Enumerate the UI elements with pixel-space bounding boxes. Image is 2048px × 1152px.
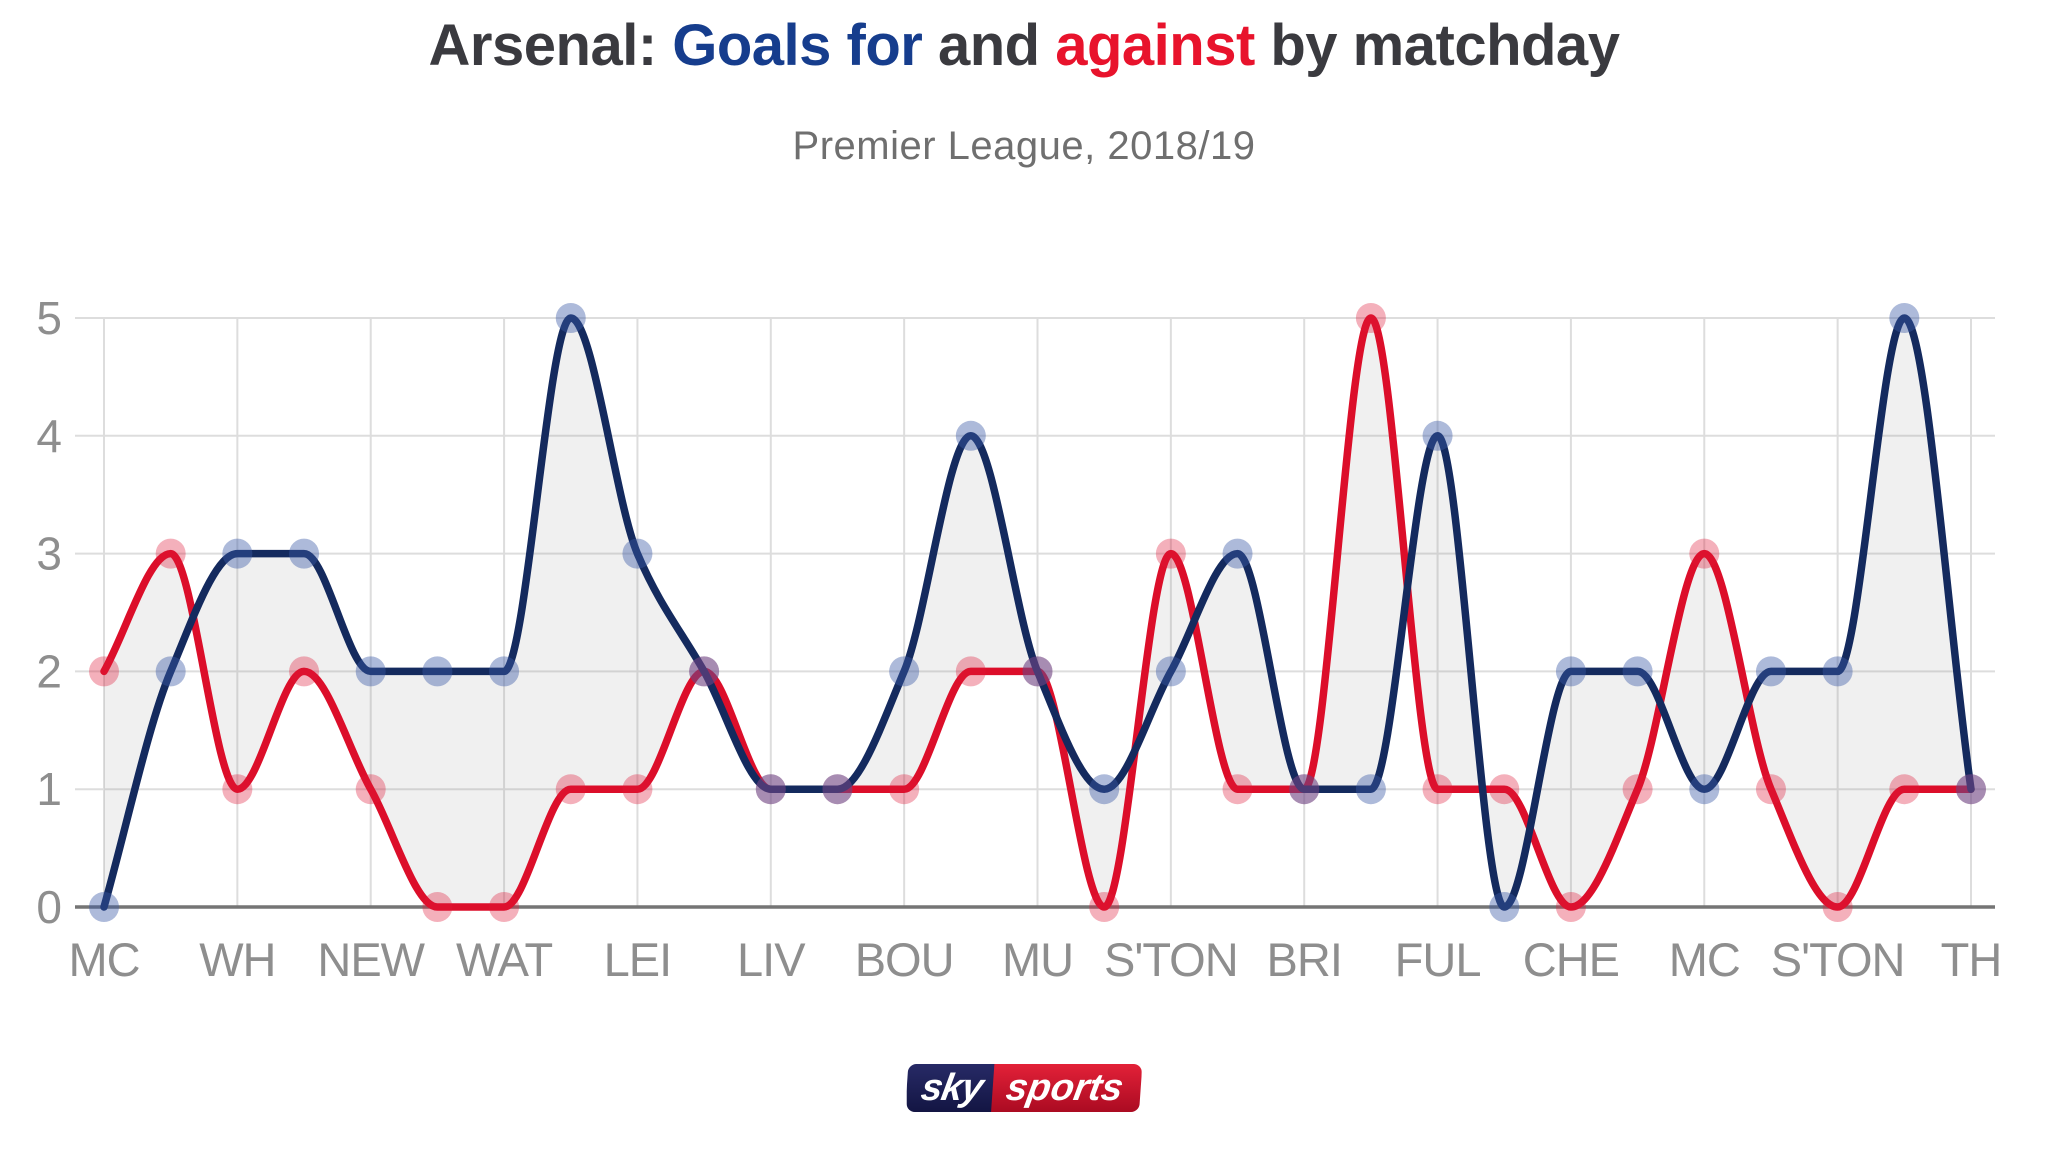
goals-for-point [889, 656, 920, 687]
goals-for-point [155, 656, 186, 687]
sports-logo-box: sports [991, 1064, 1142, 1112]
y-tick-label: 4 [36, 410, 62, 462]
goals-for-line [100, 314, 1975, 911]
goals-for-point [89, 892, 119, 922]
y-tick-label: 2 [36, 645, 62, 697]
goals-against-point [755, 774, 786, 805]
title-middle: and [922, 13, 1056, 78]
x-tick-label: LEI [604, 933, 672, 986]
goals-for-point [489, 656, 520, 687]
x-tick-label: BOU [855, 933, 954, 986]
y-tick-label: 5 [36, 292, 62, 344]
goals-against-point [1956, 774, 1986, 805]
goals-against-point [955, 656, 986, 687]
goals-against-point [622, 774, 653, 805]
x-tick-label: TH [1941, 933, 2002, 986]
goals-against-point [422, 892, 453, 922]
title-suffix: by matchday [1254, 13, 1620, 78]
chart-title: Arsenal: Goals for and against by matchd… [0, 12, 2048, 79]
goals-for-point [222, 538, 253, 569]
goals-for-point [1089, 774, 1120, 805]
goals-for-point [422, 656, 453, 687]
title-prefix: Arsenal: [428, 13, 673, 78]
goals-against-point [689, 656, 720, 687]
goals-for-point [622, 538, 653, 569]
goals-for-point [1222, 538, 1253, 569]
title-goals-for: Goals for [672, 13, 923, 78]
x-tick-label: S'TON [1771, 933, 1905, 986]
x-tick-label: WH [199, 933, 275, 986]
goals-against-point [822, 774, 853, 805]
goals-for-point [1822, 656, 1853, 687]
goals-against-point [1222, 774, 1253, 805]
goals-for-point [955, 420, 986, 451]
goals-against-point [489, 892, 520, 922]
sky-logo-box: sky [906, 1064, 997, 1112]
goals-against-point [1422, 774, 1453, 805]
goals-against-point [289, 656, 320, 687]
goals-for-point [289, 538, 320, 569]
goals-for-point [1555, 656, 1586, 687]
goals-for-point [1355, 774, 1386, 805]
goals-for-point [689, 656, 720, 687]
x-tick-label: MU [1002, 933, 1073, 986]
x-tick-label: FUL [1395, 933, 1481, 986]
x-tick-label: BRI [1267, 933, 1342, 986]
goals-against-point [1355, 303, 1386, 333]
x-tick-label: MC [68, 933, 139, 986]
x-tick-label: CHE [1523, 933, 1619, 986]
goals-for-point [555, 303, 586, 333]
x-tick-label: WAT [456, 933, 552, 986]
goals-against-point [1022, 656, 1053, 687]
goals-for-point [1755, 656, 1786, 687]
title-against: against [1055, 13, 1255, 78]
goals-against-point [1822, 892, 1853, 922]
chart-subtitle: Premier League, 2018/19 [792, 124, 1256, 168]
goals-against-point [1089, 892, 1120, 922]
goals-against-point [355, 774, 386, 805]
goals-against-point [1555, 892, 1586, 922]
goals-for-point [1489, 892, 1520, 922]
goals-for-point [822, 774, 853, 805]
x-tick-label: MC [1669, 933, 1740, 986]
goals-for-point [1022, 656, 1053, 687]
goals-against-point [1689, 538, 1720, 569]
goals-for-point [1289, 774, 1320, 805]
goals-against-point [1289, 774, 1320, 805]
x-tick-label: S'TON [1104, 933, 1238, 986]
goals-against-point [1889, 774, 1920, 805]
goals-for-point [1155, 656, 1186, 687]
goals-against-point [89, 656, 119, 687]
goals-for-point [355, 656, 386, 687]
goals-against-point [1622, 774, 1653, 805]
y-tick-label: 3 [36, 528, 62, 580]
goals-for-point [755, 774, 786, 805]
y-tick-label: 1 [36, 763, 62, 815]
x-tick-label: LIV [737, 933, 806, 986]
goals-for-point [1956, 774, 1986, 805]
goals-for-point [1622, 656, 1653, 687]
goals-against-point [1489, 774, 1520, 805]
sports-logo-text: sports [1003, 1067, 1127, 1109]
goals-against-point [555, 774, 586, 805]
goals-against-point [889, 774, 920, 805]
sky-logo-text: sky [918, 1067, 986, 1109]
goals-against-point [222, 774, 253, 805]
goals-against-point [155, 538, 186, 569]
sky-sports-logo: sky sports [906, 1064, 1142, 1112]
x-tick-label: NEW [317, 933, 425, 986]
goals-against-point [1155, 538, 1186, 569]
goals-for-point [1889, 303, 1920, 333]
y-tick-label: 0 [36, 881, 62, 933]
goals-against-point [1755, 774, 1786, 805]
between-series-band [104, 318, 1971, 907]
goals-for-point [1422, 420, 1453, 451]
goals-for-point [1689, 774, 1720, 805]
